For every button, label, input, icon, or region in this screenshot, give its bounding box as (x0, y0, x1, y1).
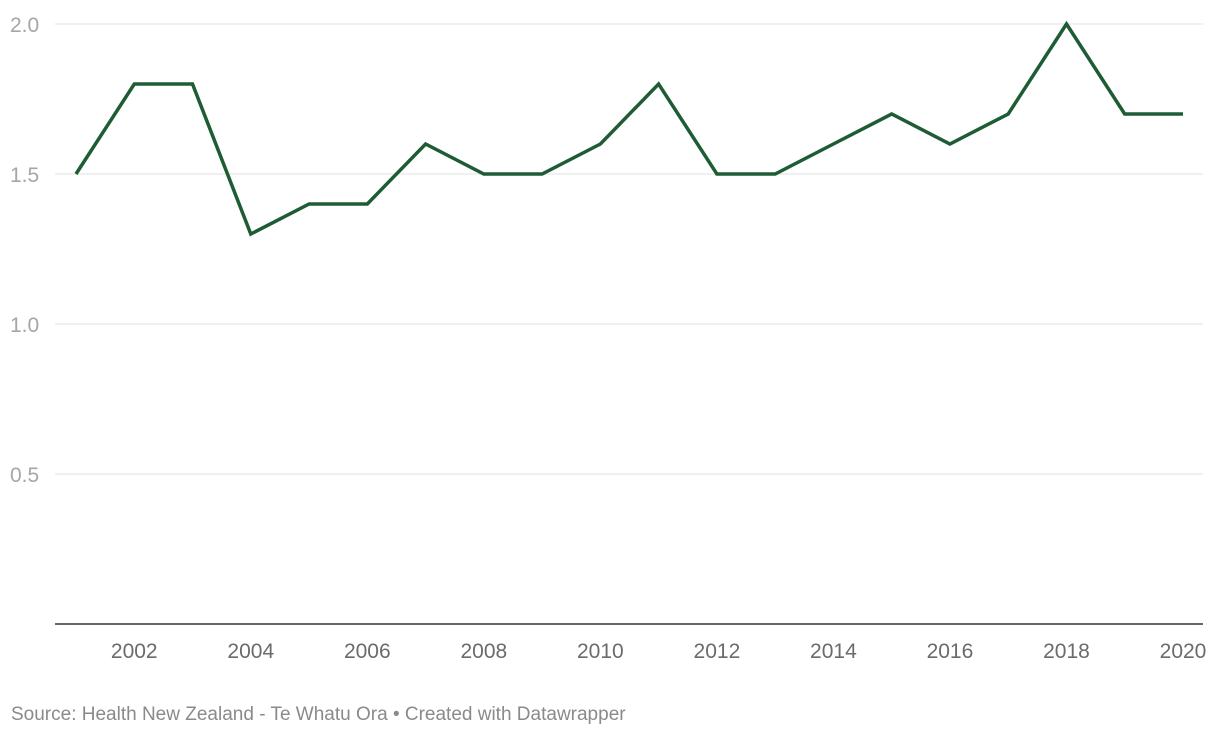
x-tick-label: 2010 (577, 640, 624, 663)
series-line (74, 20, 1183, 237)
grid-layer (55, 23, 1203, 475)
x-tick-label: 2014 (810, 640, 857, 663)
y-axis-ticks: 0.5 1.0 1.5 2.0 (10, 14, 39, 487)
line-chart: 0.5 1.0 1.5 2.0 2002 2004 2006 2008 2010 2012 201… (10, 14, 1206, 663)
y-tick-label: 2.0 (10, 14, 39, 37)
y-tick-label: 0.5 (10, 464, 39, 487)
x-axis-ticks: 2002 2004 2006 2008 2010 2012 2014 2016 2018 2020 (111, 640, 1206, 663)
x-tick-label: 2002 (111, 640, 158, 663)
series-layer (74, 20, 1183, 237)
x-tick-label: 2020 (1160, 640, 1207, 663)
x-tick-label: 2004 (227, 640, 274, 663)
source-note: Source: Health New Zealand - Te Whatu Or… (11, 704, 626, 725)
x-tick-label: 2006 (344, 640, 391, 663)
y-tick-label: 1.0 (10, 314, 39, 337)
y-tick-label: 1.5 (10, 164, 39, 187)
x-tick-label: 2016 (927, 640, 974, 663)
x-tick-label: 2018 (1043, 640, 1090, 663)
x-tick-label: 2012 (694, 640, 741, 663)
x-tick-label: 2008 (460, 640, 507, 663)
